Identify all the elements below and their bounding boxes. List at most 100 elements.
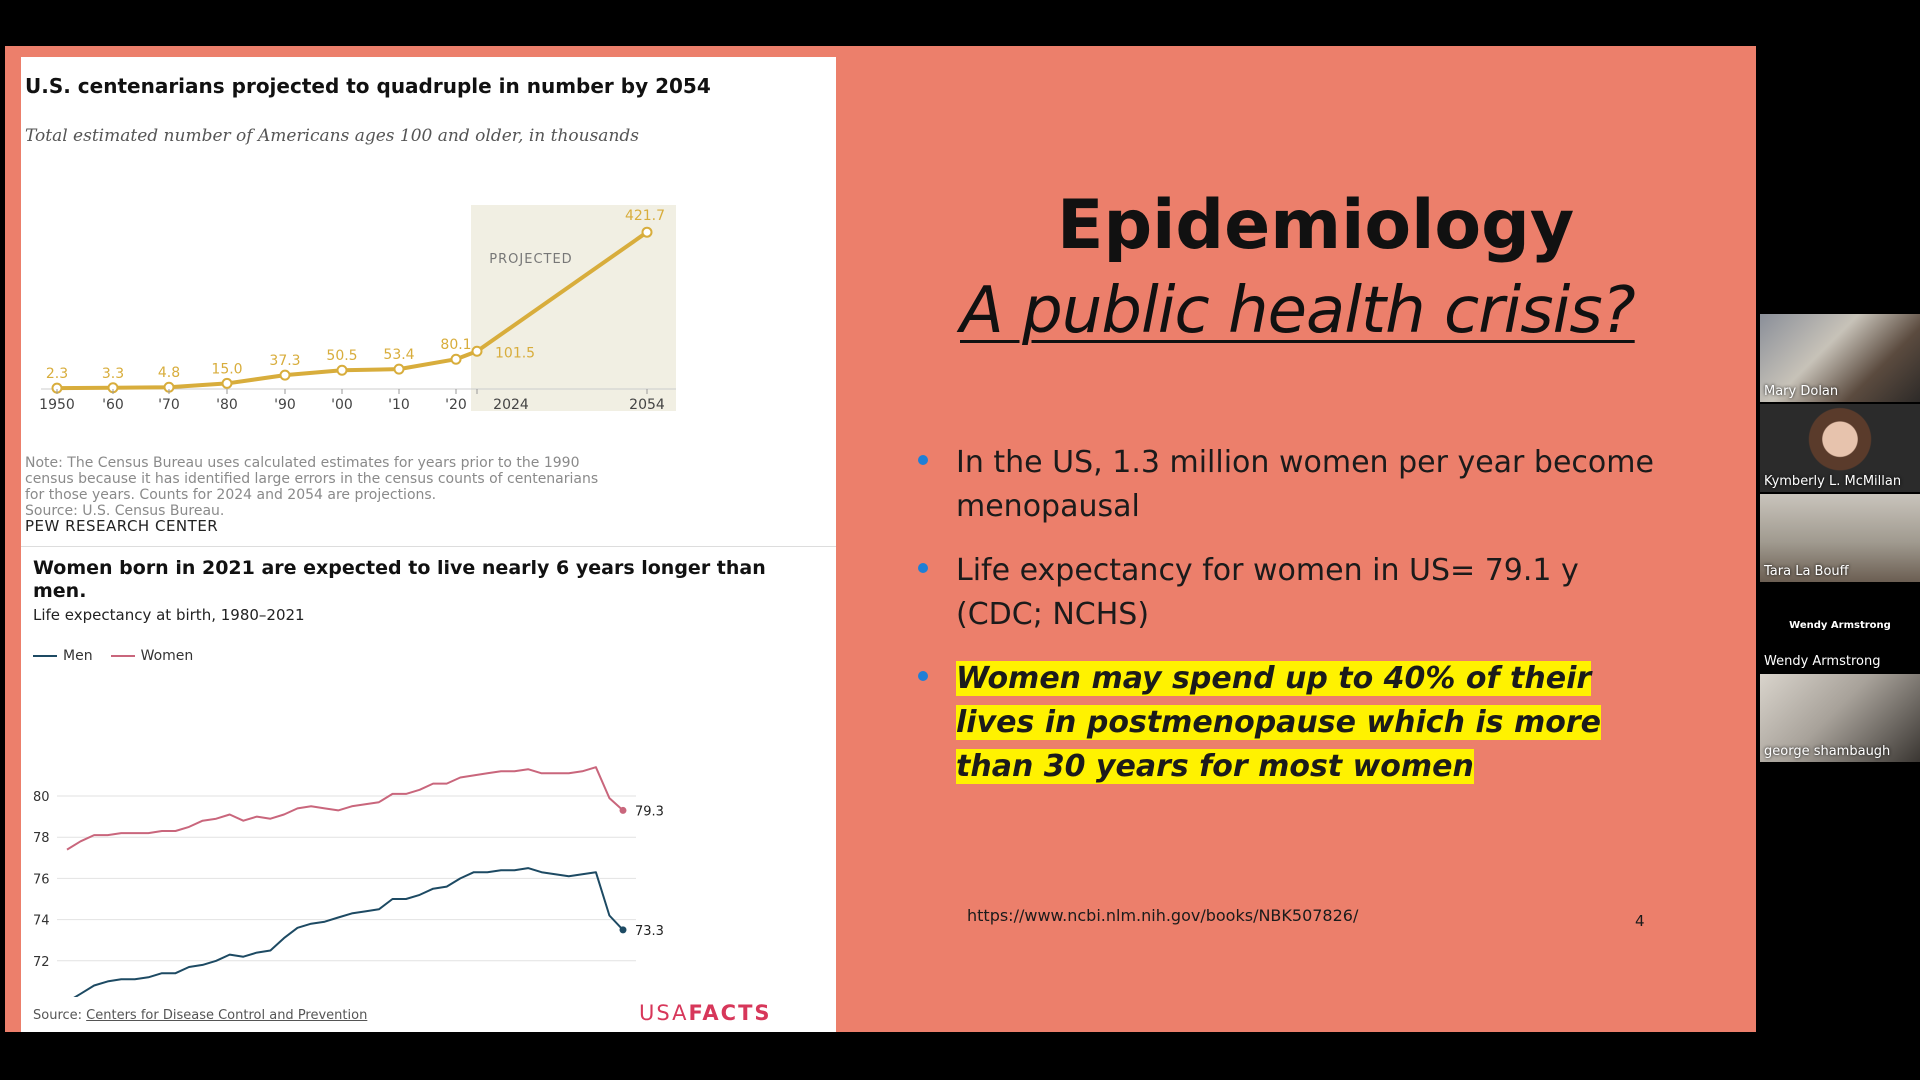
y-tick-label: 76 [33, 872, 50, 887]
pew-chart-subtitle: Total estimated number of Americans ages… [25, 126, 640, 146]
highlighted-bullet-text: Women may spend up to 40% of their lives… [956, 661, 1601, 784]
centenarians-line-chart: PROJECTED 2.3 3.3 4.8 15.0 37.3 50.5 53.4 80.1 10… [39, 205, 676, 413]
note-line: Source: U.S. Census Bureau. [25, 503, 225, 519]
logo-part-facts: FACTS [688, 1001, 772, 1025]
note-line: census because it has identified large e… [25, 471, 599, 487]
bullet-dot [918, 455, 928, 465]
y-tick-label: 72 [33, 955, 50, 970]
legend-item-women: Women [110, 648, 194, 664]
x-tick-label: '60 [102, 397, 124, 413]
data-label: 2.3 [46, 366, 68, 382]
bullet-list: In the US, 1.3 million women per year be… [910, 441, 1670, 809]
x-tick-label: 2024 [493, 397, 529, 413]
data-point [641, 226, 653, 238]
legend-label-women: Women [140, 648, 194, 664]
note-line: for those years. Counts for 2024 and 205… [25, 487, 437, 503]
data-point [450, 353, 462, 365]
y-tick-label: 78 [33, 831, 50, 846]
participant-name: Kymberly L. McMillan [1764, 474, 1902, 489]
x-tick-label: '10 [388, 397, 410, 413]
y-tick-label: 74 [33, 914, 50, 929]
projected-annotation: PROJECTED [489, 252, 572, 267]
centenarians-series-line [56, 230, 649, 391]
x-tick-label: '90 [274, 397, 296, 413]
slide-subtitle: A public health crisis? [960, 274, 1636, 348]
pew-chart-note: Note: The Census Bureau uses calculated … [25, 455, 835, 519]
slide-title-text: Epidemiology [1057, 186, 1575, 265]
x-tick-label: '80 [216, 397, 238, 413]
usafacts-chart-title: Women born in 2021 are expected to live … [33, 557, 766, 602]
data-label: 421.7 [625, 208, 665, 224]
participant-name: Tara La Bouff [1764, 564, 1849, 579]
pew-brand: PEW RESEARCH CENTER [25, 517, 219, 535]
source-prefix: Source: [33, 1008, 87, 1023]
projected-region [471, 205, 676, 411]
legend-item-men: Men [33, 648, 93, 664]
data-point [471, 345, 483, 357]
data-point [221, 377, 233, 389]
data-label: 37.3 [269, 353, 300, 369]
participant-tile-tara-la-bouff[interactable]: Tara La Bouff [1760, 494, 1920, 582]
pew-chart-title: U.S. centenarians projected to quadruple… [25, 74, 711, 98]
participant-name: george shambaugh [1764, 744, 1891, 759]
data-point [279, 369, 291, 381]
data-label: 101.5 [495, 345, 535, 361]
source-link[interactable]: Centers for Disease Control and Preventi… [86, 1008, 368, 1023]
bullet-dot [918, 671, 928, 681]
data-label: 80.1 [440, 337, 471, 353]
logo-part-usa: USA [639, 1001, 689, 1025]
life-expectancy-line-chart: 7072747678801980198519901995200020052010… [33, 766, 664, 997]
chart-legend: Men Women [33, 648, 211, 664]
participant-tile-wendy-armstrong[interactable]: Wendy Armstrong Wendy Armstrong [1760, 584, 1920, 672]
legend-swatch-women [110, 655, 135, 657]
data-label: 50.5 [326, 348, 357, 364]
participant-camera-off-label: Wendy Armstrong [1789, 620, 1891, 631]
data-point [336, 364, 348, 376]
data-label: 4.8 [158, 365, 180, 381]
participant-video [1760, 494, 1920, 582]
usafacts-logo: USAFACTS [639, 1001, 772, 1025]
y-tick-label: 80 [33, 790, 50, 805]
presentation-slide: U.S. centenarians projected to quadruple… [5, 46, 1756, 1032]
x-tick-label: '20 [445, 397, 467, 413]
data-point [393, 363, 405, 375]
x-tick-label: 2054 [629, 397, 665, 413]
participant-tile-kymberly-mcmillan[interactable]: Kymberly L. McMillan [1760, 404, 1920, 492]
reference-url: https://www.ncbi.nlm.nih.gov/books/NBK50… [967, 906, 1359, 925]
data-label: 53.4 [383, 347, 414, 363]
participant-video [1760, 314, 1920, 402]
bullet-item: In the US, 1.3 million women per year be… [910, 441, 1670, 529]
slide-page-number: 4 [1635, 912, 1645, 930]
bullet-text: In the US, 1.3 million women per year be… [956, 445, 1654, 524]
series-line-women [66, 766, 624, 851]
bullet-text: Life expectancy for women in US= 79.1 y … [956, 553, 1579, 632]
participant-name: Wendy Armstrong [1764, 654, 1881, 669]
x-tick-label: '70 [158, 397, 180, 413]
usafacts-source: Source: Centers for Disease Control and … [33, 1008, 367, 1023]
series-end-point [619, 806, 627, 814]
participant-name: Mary Dolan [1764, 384, 1839, 399]
series-end-label: 73.3 [635, 924, 664, 939]
data-label: 3.3 [102, 366, 124, 382]
legend-label-men: Men [63, 648, 93, 664]
series-end-label: 79.3 [635, 804, 664, 819]
bullet-dot [918, 563, 928, 573]
divider [21, 546, 836, 547]
y-tick-label: 70 [33, 996, 50, 997]
chart-image-panel: U.S. centenarians projected to quadruple… [21, 57, 836, 1032]
series-line-men [73, 867, 624, 997]
chart-plot-area: 7072747678801980198519901995200020052010… [33, 766, 664, 997]
data-label: 15.0 [211, 361, 242, 377]
participant-tile-george-shambaugh[interactable]: george shambaugh [1760, 674, 1920, 762]
bullet-item: Women may spend up to 40% of their lives… [910, 657, 1670, 789]
series-end-point [619, 926, 627, 934]
bullet-item: Life expectancy for women in US= 79.1 y … [910, 549, 1670, 637]
x-tick-label: '00 [331, 397, 353, 413]
participant-tile-mary-dolan[interactable]: Mary Dolan [1760, 314, 1920, 402]
x-tick-label: 1950 [39, 397, 75, 413]
participant-video [1760, 404, 1920, 492]
participant-video [1760, 674, 1920, 762]
note-line: Note: The Census Bureau uses calculated … [25, 455, 580, 471]
usafacts-chart-subtitle: Life expectancy at birth, 1980–2021 [33, 606, 305, 624]
legend-swatch-men [33, 655, 57, 657]
